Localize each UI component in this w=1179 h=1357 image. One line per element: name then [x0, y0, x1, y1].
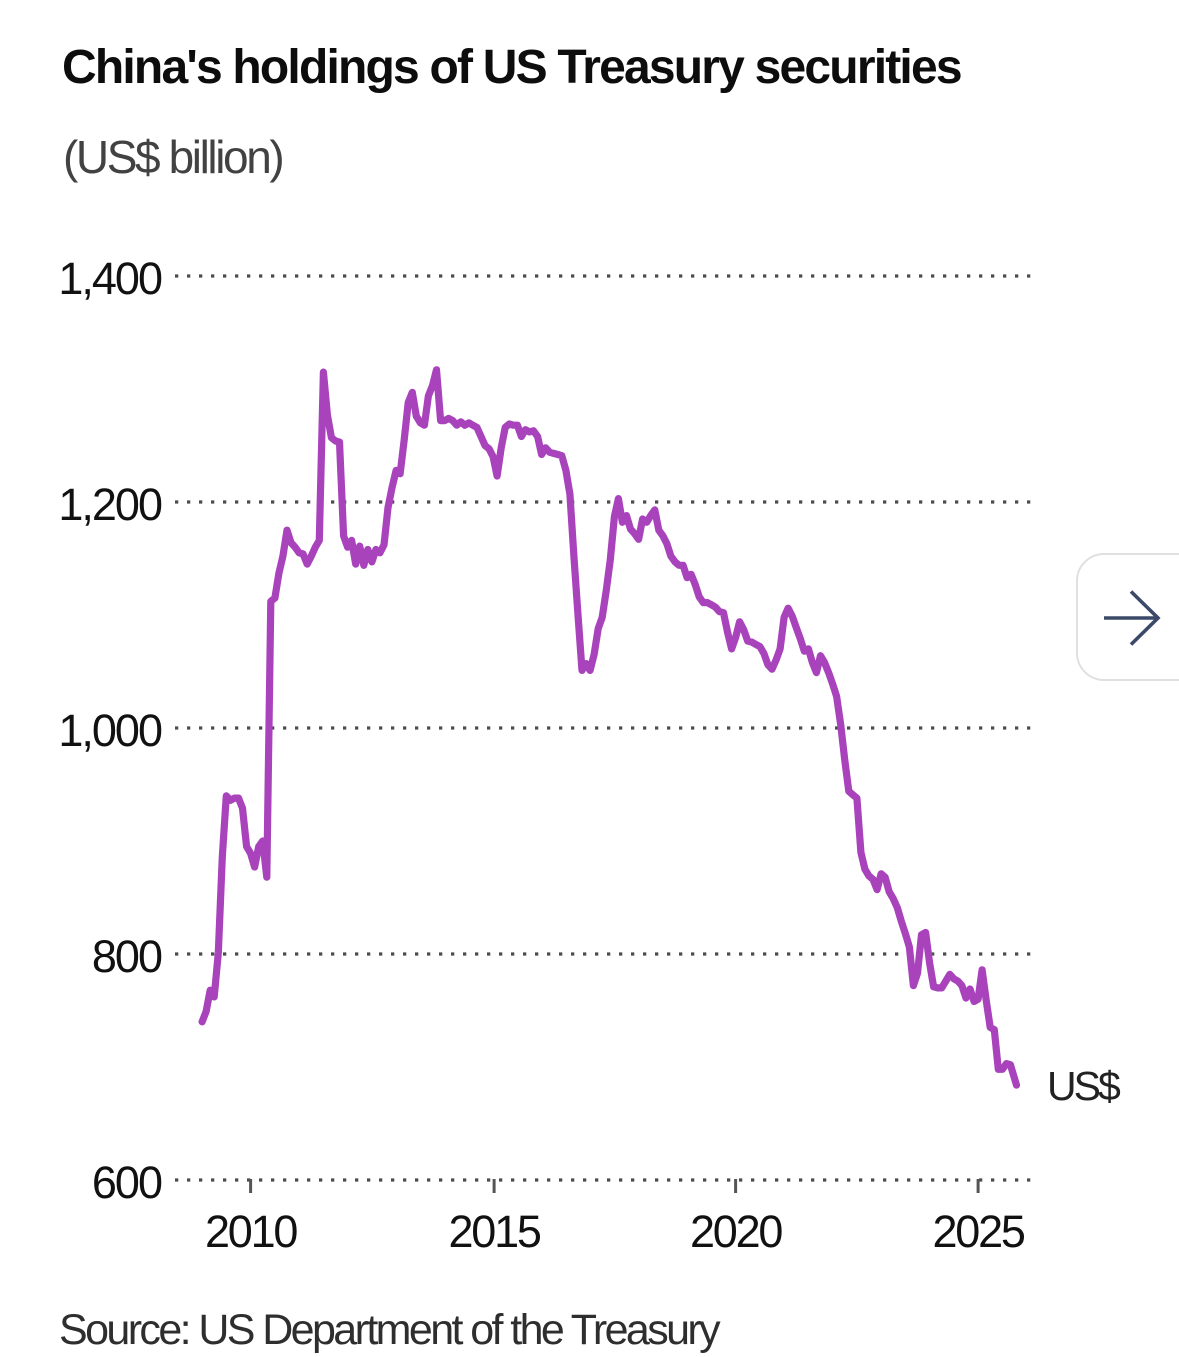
svg-text:600: 600	[92, 1157, 162, 1208]
svg-text:2020: 2020	[690, 1206, 782, 1257]
svg-text:1,000: 1,000	[58, 705, 162, 756]
svg-text:800: 800	[92, 931, 162, 982]
svg-text:2015: 2015	[448, 1206, 540, 1257]
svg-text:1,200: 1,200	[58, 479, 162, 530]
svg-text:1,400: 1,400	[58, 253, 162, 304]
svg-text:US$: US$	[1047, 1063, 1121, 1109]
svg-text:2025: 2025	[932, 1206, 1024, 1257]
svg-text:2010: 2010	[205, 1206, 297, 1257]
